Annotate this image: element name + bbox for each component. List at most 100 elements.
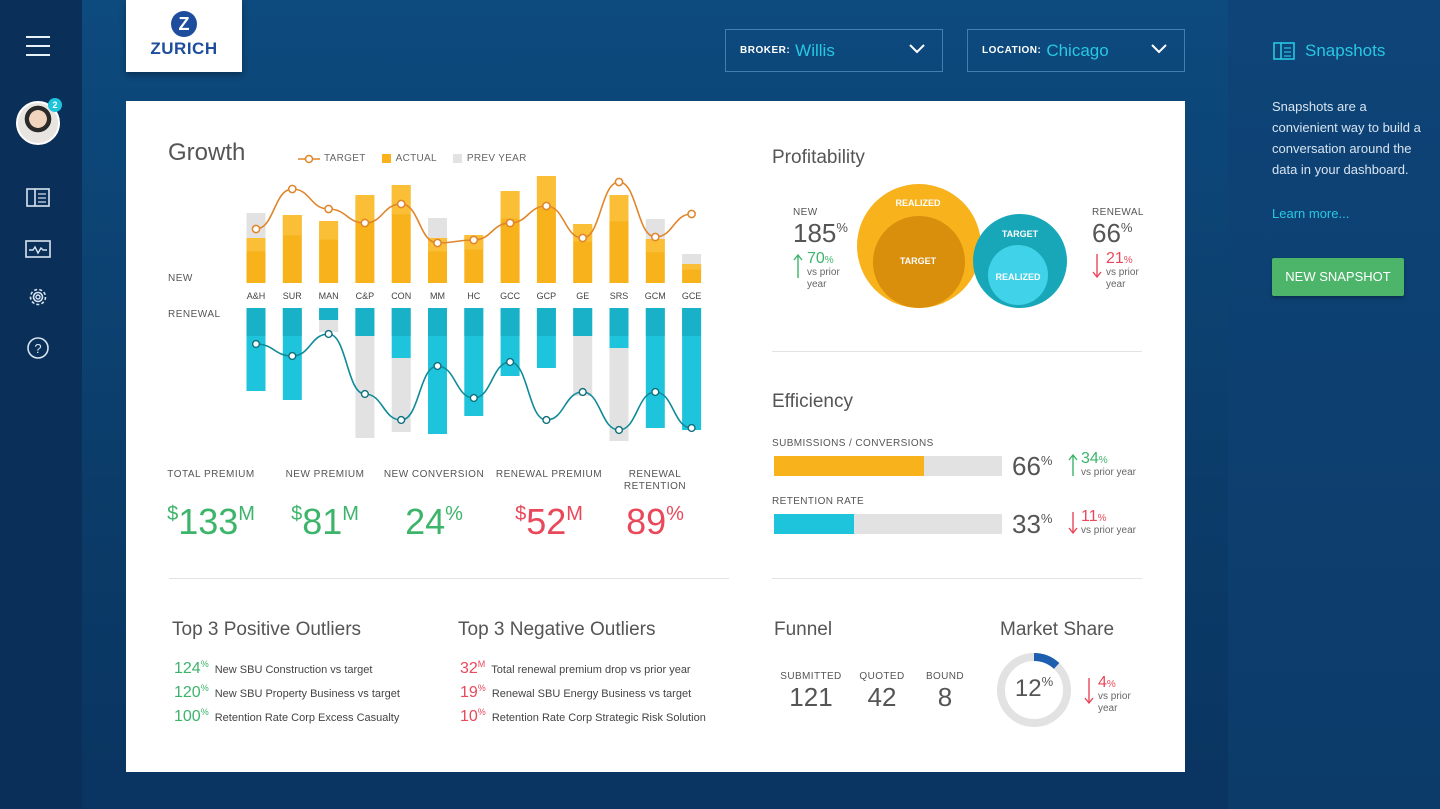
renewal-prev-bar — [609, 348, 629, 441]
renewal-actual-bar — [645, 308, 665, 428]
svg-text:?: ? — [34, 341, 41, 356]
renewal-target-point — [251, 339, 261, 349]
target-renewal-label: TARGET — [1002, 229, 1039, 239]
menu-icon[interactable] — [26, 36, 50, 56]
new-target-point — [614, 177, 624, 187]
broker-select[interactable]: BROKER: Willis — [725, 29, 943, 72]
growth-title: Growth — [168, 139, 246, 166]
new-prev-bar — [428, 218, 447, 238]
market-share-value: 12% — [1014, 674, 1054, 702]
renewal-target-point — [687, 423, 696, 433]
new-actual-bar-highlight — [355, 195, 375, 222]
category-tick-label: GCE — [682, 291, 702, 301]
book-icon[interactable] — [24, 186, 52, 210]
new-target-point — [360, 218, 370, 228]
analytics-icon[interactable] — [24, 237, 52, 261]
new-actual-bar-highlight — [246, 238, 266, 252]
renewal-target-point — [360, 389, 370, 399]
new-target-point — [687, 209, 696, 219]
kpi-new-premium: NEW PREMIUM $81M — [270, 469, 380, 543]
location-label: LOCATION: — [982, 45, 1042, 56]
renewal-actual-bar-shade — [500, 308, 520, 336]
target-new-circle — [873, 216, 965, 308]
notification-badge: 2 — [48, 98, 62, 112]
renewal-prev-bar — [391, 358, 411, 432]
snapshots-title-text: Snapshots — [1305, 41, 1386, 60]
funnel-item: BOUND 8 — [925, 671, 965, 712]
arrow-down-icon — [1092, 254, 1102, 279]
kpi-value: $52M — [515, 501, 583, 542]
renewal-actual-bar — [682, 308, 702, 430]
zurich-logo[interactable]: Z ZURICH — [126, 0, 242, 72]
new-actual-bar-highlight — [500, 191, 520, 219]
profitability-venn: REALIZED TARGET TARGET REALIZED — [857, 184, 1067, 308]
renewal-actual-bar-shade — [573, 308, 593, 336]
new-prev-bar — [682, 254, 702, 264]
renewal-target-point — [469, 393, 478, 403]
renewal-target-point — [324, 329, 333, 339]
new-target-point — [433, 238, 442, 248]
new-actual-bar-highlight — [319, 221, 339, 240]
realized-renewal-circle — [988, 245, 1048, 305]
legend-actual-label: ACTUAL — [395, 153, 437, 164]
book-icon — [1273, 42, 1295, 60]
renewal-actual-bar — [428, 308, 447, 434]
renewal-actual-bar-shade — [609, 308, 629, 336]
profit-new: NEW 185% 70% vs prior year — [793, 207, 857, 291]
renewal-actual-bar-shade — [682, 308, 702, 336]
kpi-renewal-premium: RENEWAL PREMIUM $52M — [494, 469, 604, 543]
renewal-actual-bar-shade — [319, 308, 339, 320]
chevron-down-icon — [909, 44, 925, 54]
snapshots-description: Snapshots are a convienient way to build… — [1272, 99, 1421, 177]
list-item: 100% Retention Rate Corp Excess Casualty — [174, 707, 400, 725]
category-tick-label: MAN — [319, 291, 339, 301]
category-tick-label: GE — [576, 291, 589, 301]
legend-actual: ACTUAL — [381, 153, 437, 164]
renewal-target-point — [433, 361, 442, 371]
kpi-label: TOTAL PREMIUM — [167, 469, 255, 480]
new-target-point — [542, 201, 551, 211]
submissions-bar — [774, 456, 1002, 476]
renewal-actual-bar-shade — [391, 308, 411, 336]
location-select[interactable]: LOCATION: Chicago — [967, 29, 1185, 72]
prev-year-swatch — [452, 154, 462, 163]
profit-renewal-label: RENEWAL — [1092, 207, 1144, 218]
new-target-point — [650, 232, 660, 242]
renewal-target-point — [651, 387, 660, 397]
new-snapshot-button[interactable]: NEW SNAPSHOT — [1272, 258, 1404, 296]
legend-prev-label: PREV YEAR — [466, 153, 527, 164]
renewal-target-point — [288, 351, 297, 361]
divider — [169, 578, 729, 579]
market-share-donut — [997, 653, 1071, 727]
renewal-actual-bar-shade — [645, 308, 665, 336]
help-icon[interactable]: ? — [24, 336, 52, 360]
retention-value: 33% — [1012, 509, 1053, 539]
arrow-down-icon — [1084, 678, 1094, 705]
list-item: 32M Total renewal premium drop vs prior y… — [460, 659, 691, 677]
market-share-title: Market Share — [1000, 619, 1115, 640]
market-share-change: 4% vs prior year — [1084, 675, 1144, 715]
gear-icon[interactable] — [24, 285, 52, 309]
growth-chart: A&H SUR MAN C&P CON MM HC GCC GCP GE SRS GCM GCE — [246, 176, 702, 441]
efficiency-title: Efficiency — [772, 391, 853, 412]
renewal-target-point — [397, 415, 406, 425]
learn-more-link[interactable]: Learn more... — [1272, 206, 1350, 221]
category-tick-label: A&H — [247, 291, 266, 301]
list-item: 19% Renewal SBU Energy Business vs target — [460, 683, 692, 701]
new-target-point — [251, 224, 261, 234]
new-axis-label: NEW — [168, 273, 193, 284]
renewal-target-point — [542, 415, 551, 425]
category-tick-label: C&P — [356, 291, 375, 301]
new-target-point — [396, 199, 406, 209]
kpi-new-conversion: NEW CONVERSION 24% — [379, 469, 489, 543]
donut-fill — [997, 653, 1071, 727]
growth-legend: TARGET ACTUAL PREV YEAR — [298, 153, 543, 164]
divider — [772, 578, 1142, 579]
category-tick-label: CON — [391, 291, 411, 301]
kpi-renewal-retention: RENEWAL RETENTION 89% — [600, 469, 710, 543]
legend-prev: PREV YEAR — [452, 153, 527, 164]
new-target-point — [469, 235, 479, 245]
chevron-down-icon — [1151, 44, 1167, 54]
category-tick-label: GCC — [500, 291, 520, 301]
profit-renewal: RENEWAL 66% 21% vs prior year — [1092, 207, 1156, 291]
